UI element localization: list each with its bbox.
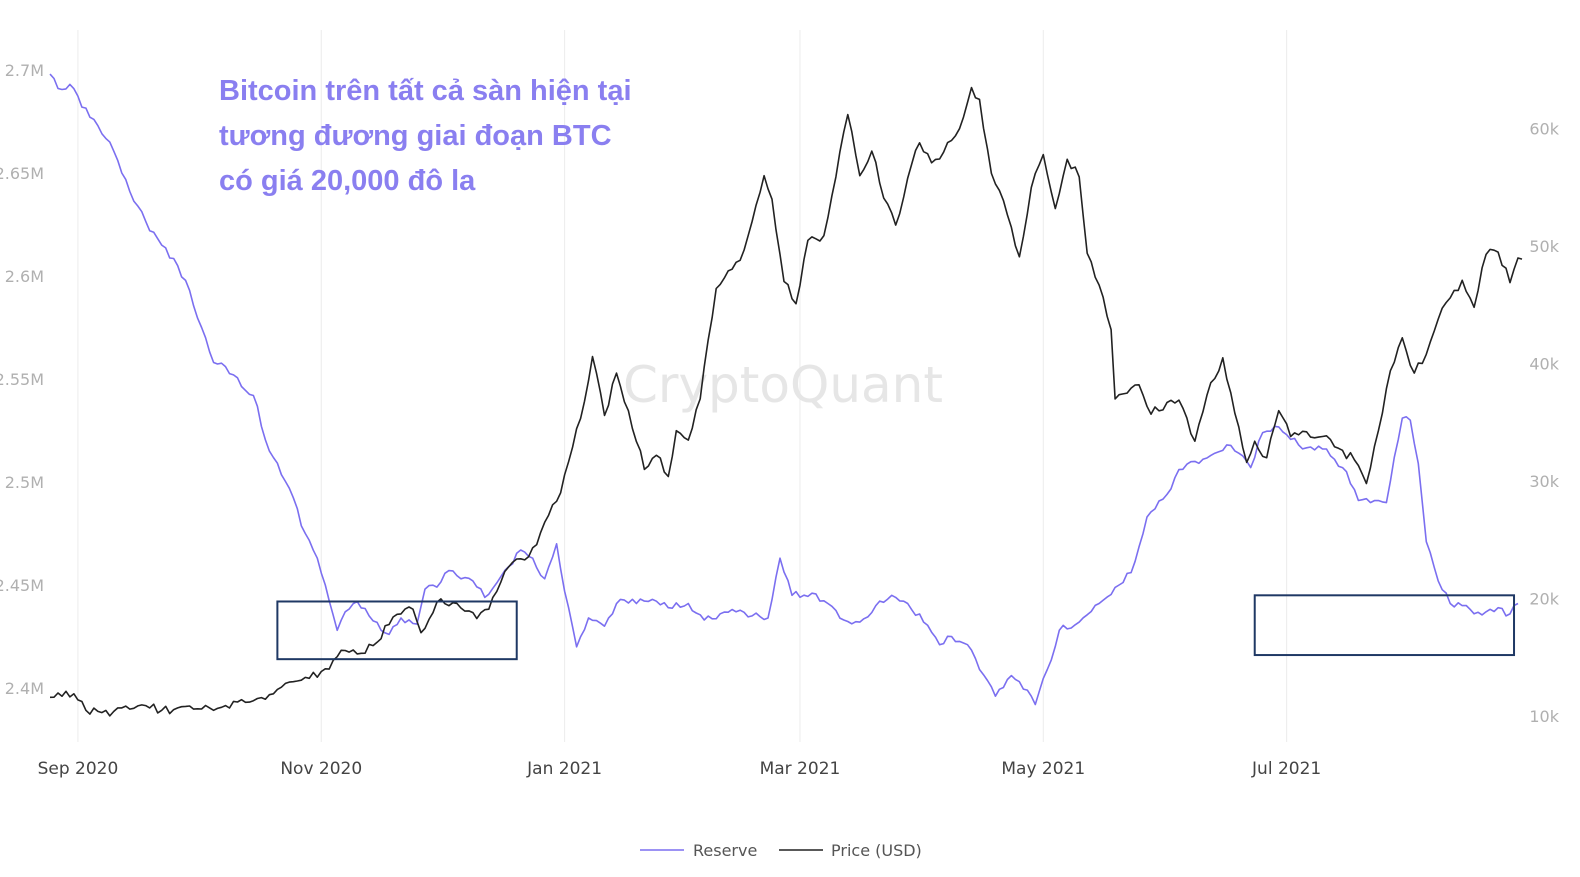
left-tick-label-2: 2.5M <box>5 473 44 492</box>
right-tick-label-2: 30k <box>1529 472 1559 491</box>
legend-label-price: Price (USD) <box>831 841 922 860</box>
left-tick-label-5: 2.65M <box>0 164 44 183</box>
annotation-line-2: tương đương giai đoạn BTC <box>219 120 612 152</box>
left-tick-label-6: 2.7M <box>5 61 44 80</box>
left-tick-label-0: 2.4M <box>5 679 44 698</box>
x-tick-label-4: May 2021 <box>1001 759 1085 779</box>
left-tick-label-3: 2.55M <box>0 370 44 389</box>
right-tick-label-1: 20k <box>1529 590 1559 609</box>
price-series-line <box>49 86 1523 717</box>
x-tick-label-1: Nov 2020 <box>280 759 362 779</box>
highlight-boxes <box>276 594 1516 661</box>
left-tick-label-4: 2.6M <box>5 267 44 286</box>
right-y-axis-tick-labels: 10k 20k 30k 40k 50k 60k <box>1529 120 1559 726</box>
vertical-gridlines <box>77 30 1288 742</box>
x-axis-tick-labels: Sep 2020 Nov 2020 Jan 2021 Mar 2021 May 2021… <box>38 759 1322 779</box>
left-tick-label-1: 2.45M <box>0 576 44 595</box>
highlight-box-1 <box>1253 594 1516 657</box>
annotation-line-1: Bitcoin trên tất cả sàn hiện tại <box>219 75 632 107</box>
legend-label-reserve: Reserve <box>693 841 757 860</box>
right-tick-label-5: 60k <box>1529 120 1559 139</box>
legend: Reserve Price (USD) <box>640 841 922 860</box>
highlight-box-0 <box>276 600 518 661</box>
annotation-text: Bitcoin trên tất cả sàn hiện tại tương đ… <box>219 75 632 197</box>
right-tick-label-0: 10k <box>1529 707 1559 726</box>
x-tick-label-5: Jul 2021 <box>1251 759 1321 779</box>
right-tick-label-3: 40k <box>1529 355 1559 374</box>
x-tick-label-3: Mar 2021 <box>760 759 841 779</box>
right-tick-label-4: 50k <box>1529 237 1559 256</box>
x-tick-label-0: Sep 2020 <box>38 759 119 779</box>
watermark: CryptoQuant <box>623 356 943 414</box>
left-y-axis-tick-labels: 2.4M 2.45M 2.5M 2.55M 2.6M 2.65M 2.7M <box>0 61 44 698</box>
x-tick-label-2: Jan 2021 <box>526 759 602 779</box>
annotation-line-3: có giá 20,000 đô la <box>219 165 476 197</box>
